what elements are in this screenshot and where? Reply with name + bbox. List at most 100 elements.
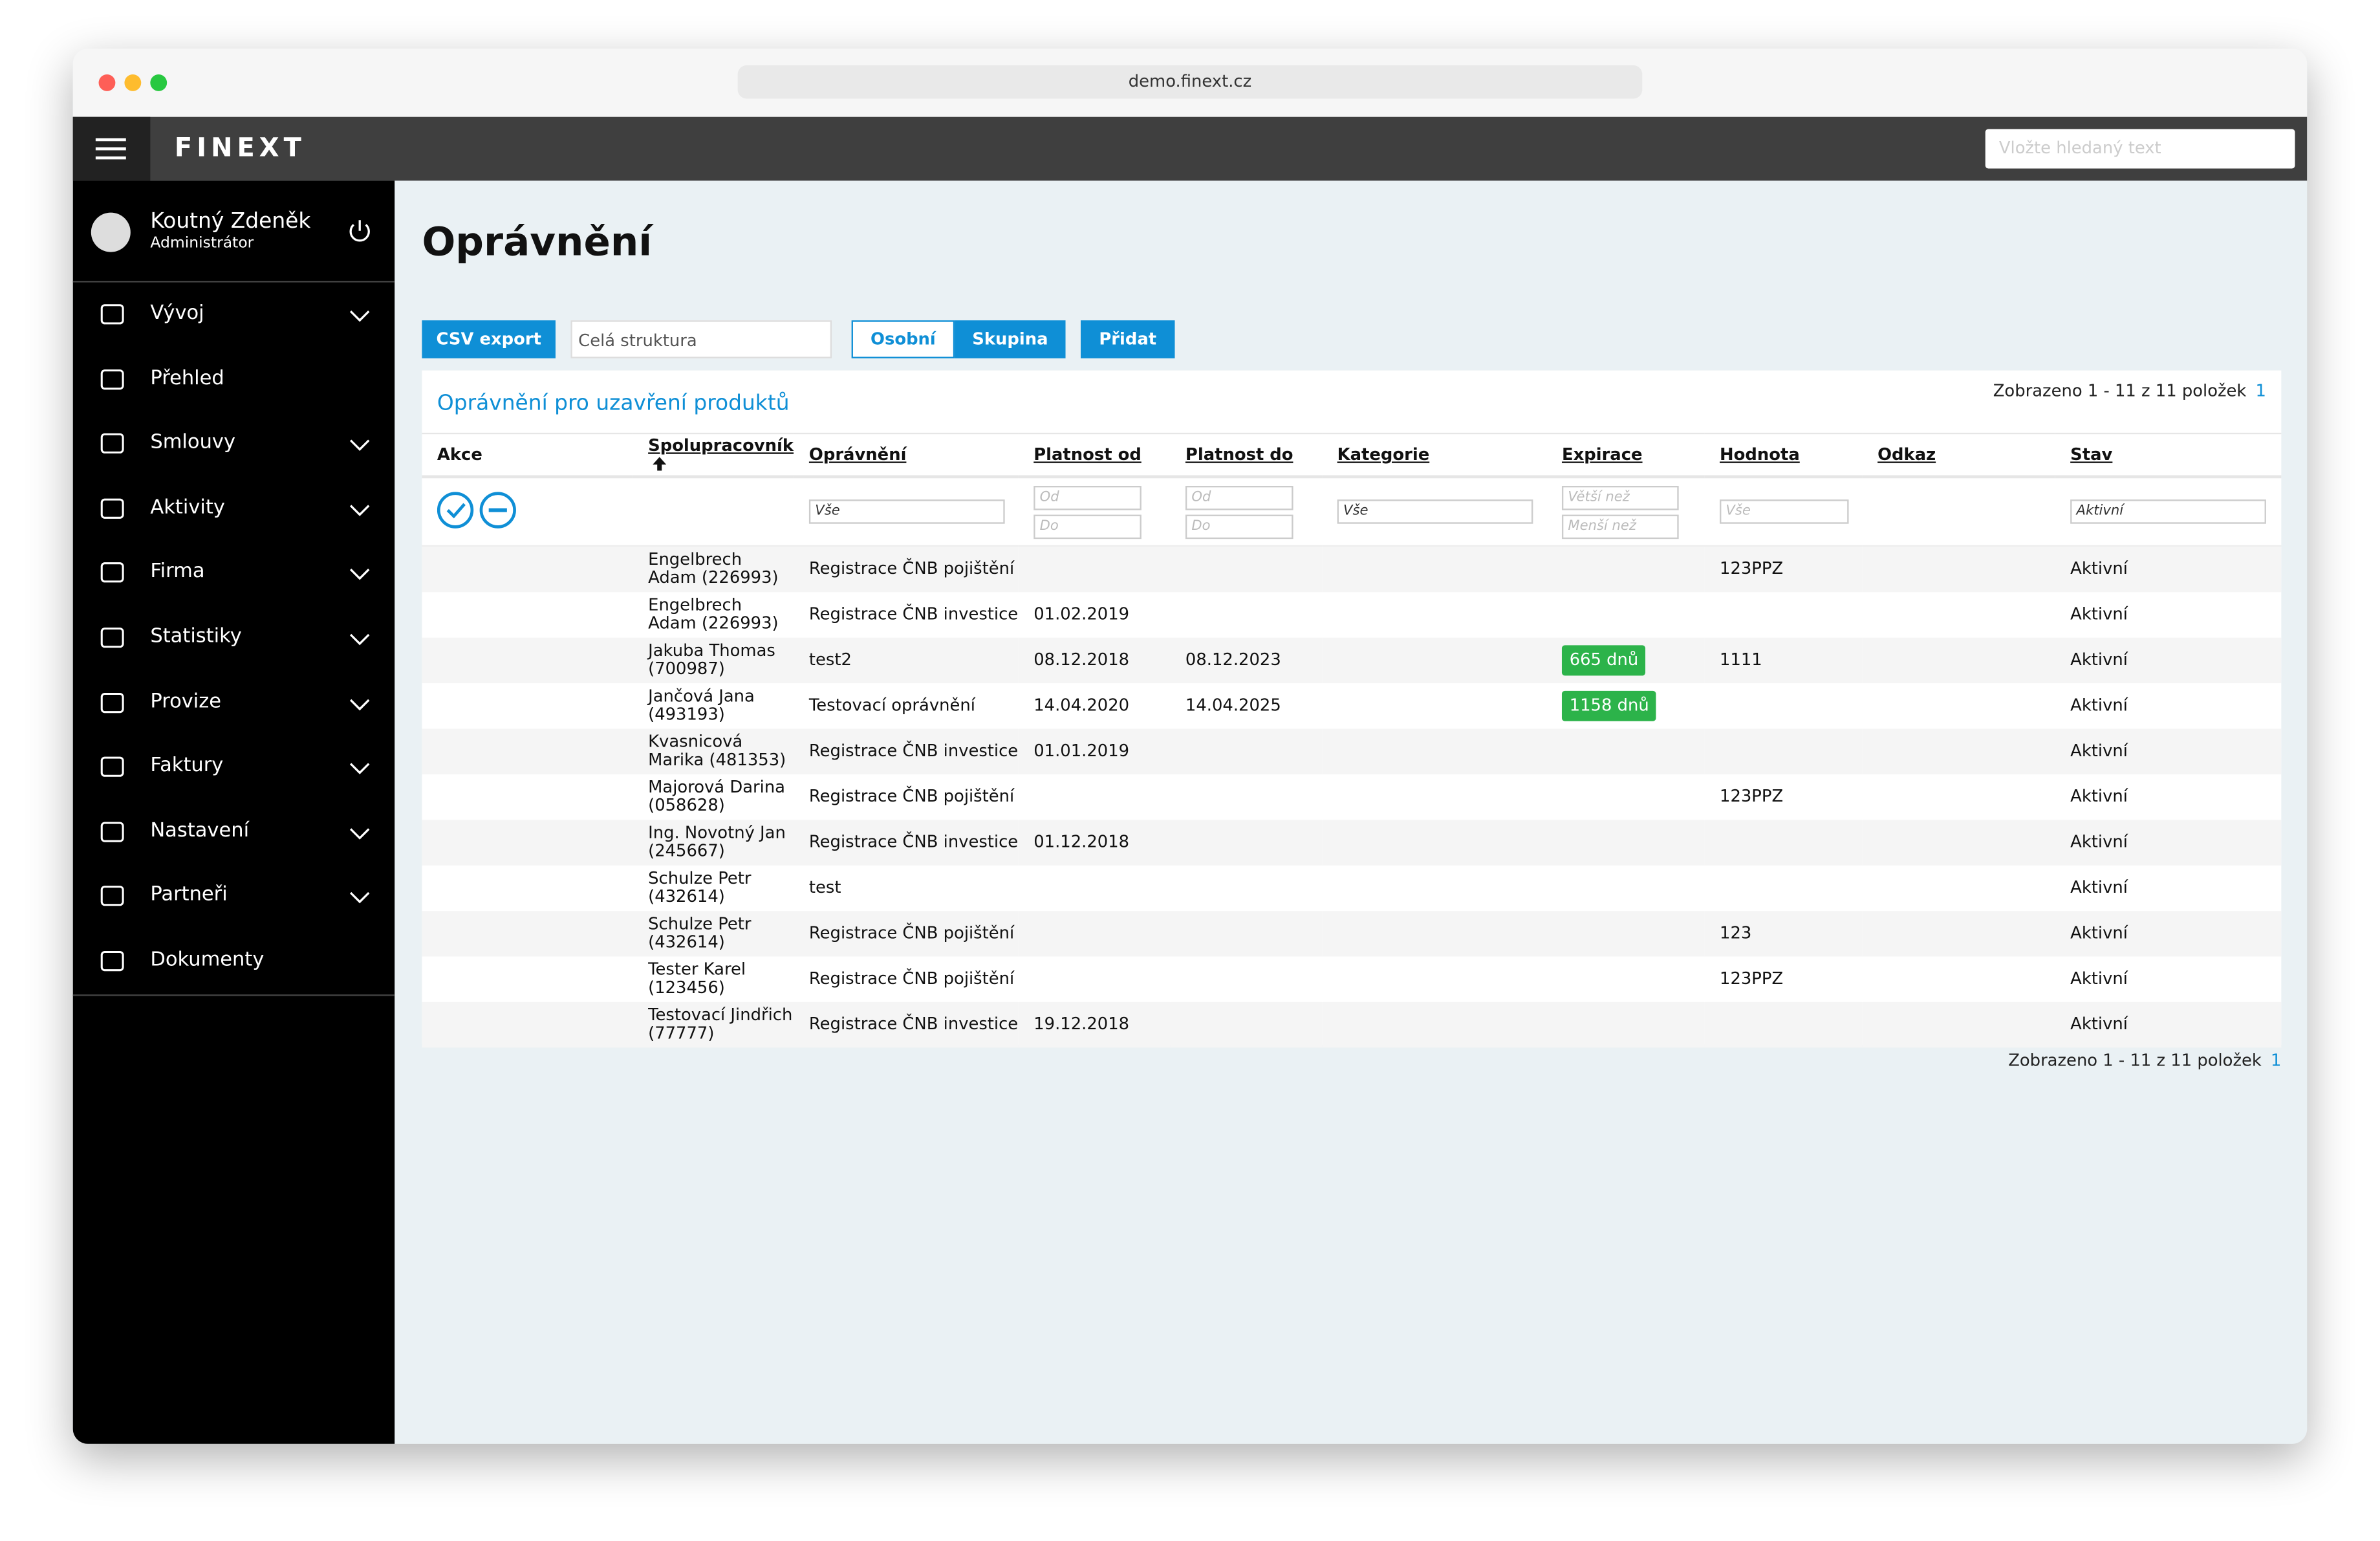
- table-cell: 123PPZ: [1705, 774, 1863, 820]
- filter-cell: [1862, 476, 2055, 547]
- nav-item[interactable]: Vývoj: [73, 283, 395, 347]
- table-cell: Registrace ČNB pojištění: [794, 545, 1019, 593]
- sidebar: Koutný Zdeněk Administrátor Vývoj Přehled…: [72, 180, 395, 1444]
- nav-item[interactable]: Faktury: [73, 735, 395, 800]
- table-row: Tester Karel (123456) Registrace ČNB poji…: [422, 957, 2281, 1002]
- bulk-actions[interactable]: [437, 490, 522, 529]
- filter-select[interactable]: Vše: [808, 499, 1005, 524]
- table-cell: [1018, 911, 1171, 957]
- table-cell: [1322, 545, 1547, 593]
- table-cell: [1546, 545, 1705, 593]
- table-cell: test: [794, 866, 1018, 911]
- table-cell: [1170, 820, 1323, 866]
- filter-input[interactable]: Od: [1033, 485, 1141, 510]
- column-header[interactable]: Kategorie: [1322, 432, 1547, 479]
- nav-item[interactable]: Aktivity: [73, 476, 395, 541]
- cell-text: Schulze Petr (432614): [648, 868, 752, 907]
- minimize-button[interactable]: [124, 74, 142, 91]
- scope-input[interactable]: Celá struktura: [570, 320, 832, 358]
- table-cell: Aktivní: [2055, 637, 2282, 684]
- logout-icon[interactable]: [346, 217, 373, 245]
- cell-text: Registrace ČNB pojištění: [808, 558, 1015, 579]
- tab-group[interactable]: Skupina: [955, 320, 1066, 358]
- table-cell: [1863, 683, 2055, 728]
- filter-select[interactable]: Vše: [1337, 499, 1533, 524]
- page-link[interactable]: 1: [2255, 381, 2266, 401]
- filter-select[interactable]: Aktivní: [2070, 499, 2266, 524]
- column-header[interactable]: Expirace: [1546, 432, 1705, 479]
- cell-text: Aktivní: [2070, 968, 2128, 989]
- table-cell: [1704, 820, 1863, 866]
- nav-item[interactable]: Firma: [73, 541, 395, 606]
- table-cell: 1158 dnů: [1546, 683, 1704, 728]
- column-header[interactable]: Stav: [2055, 432, 2282, 479]
- filter-cell: Vše: [1322, 476, 1547, 547]
- nav-item[interactable]: Partneři: [73, 864, 395, 929]
- table-cell: Aktivní: [2055, 728, 2282, 774]
- table-cell: 14.04.2025: [1170, 683, 1322, 728]
- nav-item[interactable]: Přehled: [73, 347, 395, 411]
- panel: Oprávnění pro uzavření produktů Zobrazen…: [422, 370, 2282, 1048]
- table-cell: Aktivní: [2055, 820, 2282, 866]
- filter-input[interactable]: Větší než: [1561, 485, 1679, 510]
- nav-icon: [100, 498, 124, 519]
- table-cell: 123PPZ: [1705, 957, 1863, 1002]
- table-cell: [1170, 774, 1322, 820]
- column-header[interactable]: Platnost do: [1170, 432, 1323, 479]
- panel-title: Oprávnění pro uzavření produktů: [437, 391, 790, 417]
- cell-text: Aktivní: [2070, 650, 2128, 670]
- expiry-badge: 1158 dnů: [1561, 690, 1657, 721]
- user-name: Koutný Zdeněk: [150, 209, 311, 234]
- filter-input[interactable]: Od: [1185, 485, 1293, 510]
- column-header[interactable]: Oprávnění: [794, 432, 1019, 479]
- page-link[interactable]: 1: [2270, 1051, 2282, 1071]
- table-cell: [1170, 728, 1323, 774]
- logo[interactable]: FINEXT: [174, 133, 306, 164]
- table-row: Schulze Petr (432614) Registrace ČNB poji…: [422, 911, 2282, 957]
- add-button[interactable]: Přidat: [1080, 320, 1175, 358]
- filter-cell: [422, 476, 633, 547]
- cell-text: Aktivní: [2070, 695, 2128, 716]
- filter-input[interactable]: Do: [1033, 514, 1141, 538]
- column-header[interactable]: Spolupracovník: [633, 432, 794, 479]
- nav-icon: [100, 886, 124, 907]
- table-cell: Jančová Jana (493193): [633, 683, 794, 728]
- table-cell: [1546, 728, 1705, 774]
- filter-input[interactable]: Do: [1185, 514, 1293, 538]
- table-cell: 1111: [1704, 637, 1863, 684]
- cell-text: Tester Karel (123456): [648, 959, 746, 998]
- cell-text: Registrace ČNB investice: [808, 741, 1019, 761]
- menu-toggle[interactable]: [72, 116, 151, 181]
- filter-row: Vše Od Do Od Do Vše Větší než Menší než Vše Aktiv…: [422, 476, 2282, 547]
- column-header[interactable]: Hodnota: [1704, 432, 1863, 479]
- table-row: Testovací Jindřich (77777) Registrace ČNB…: [422, 1001, 2282, 1048]
- zoom-button[interactable]: [150, 74, 168, 91]
- nav-item[interactable]: Nastavení: [73, 800, 395, 864]
- app-header: FINEXT Vložte hledaný text: [72, 116, 2308, 181]
- address-bar[interactable]: demo.finext.cz: [737, 65, 1643, 99]
- table-cell: Aktivní: [2055, 957, 2282, 1002]
- table-cell: [1322, 774, 1546, 820]
- cell-text: Registrace ČNB investice: [808, 1014, 1019, 1034]
- column-header[interactable]: Odkaz: [1862, 432, 2055, 479]
- nav-item[interactable]: Smlouvy: [73, 411, 395, 476]
- table-cell: [1862, 637, 2055, 684]
- filter-input[interactable]: Menší než: [1561, 514, 1679, 538]
- table-cell: [1322, 683, 1546, 728]
- nav-item[interactable]: Statistiky: [73, 606, 395, 670]
- table-cell: Registrace ČNB pojištění: [794, 911, 1019, 957]
- tab-personal[interactable]: Osobní: [851, 320, 955, 358]
- table-cell: [422, 774, 633, 820]
- table-cell: Ing. Novotný Jan (245667): [633, 820, 794, 866]
- table-body: Engelbrech Adam (226993) Registrace ČNB p…: [422, 545, 2282, 1048]
- nav-label: Partneři: [150, 884, 228, 907]
- column-header[interactable]: Platnost od: [1018, 432, 1171, 479]
- csv-export-button[interactable]: CSV export: [422, 320, 556, 358]
- search-input[interactable]: Vložte hledaný text: [1985, 129, 2295, 169]
- close-button[interactable]: [98, 74, 116, 91]
- table-cell: [1322, 592, 1546, 637]
- nav-item[interactable]: Dokumenty: [73, 929, 395, 994]
- filter-cell: Větší než Menší než: [1546, 476, 1705, 547]
- filter-select[interactable]: Vše: [1720, 499, 1849, 524]
- nav-item[interactable]: Provize: [73, 670, 395, 735]
